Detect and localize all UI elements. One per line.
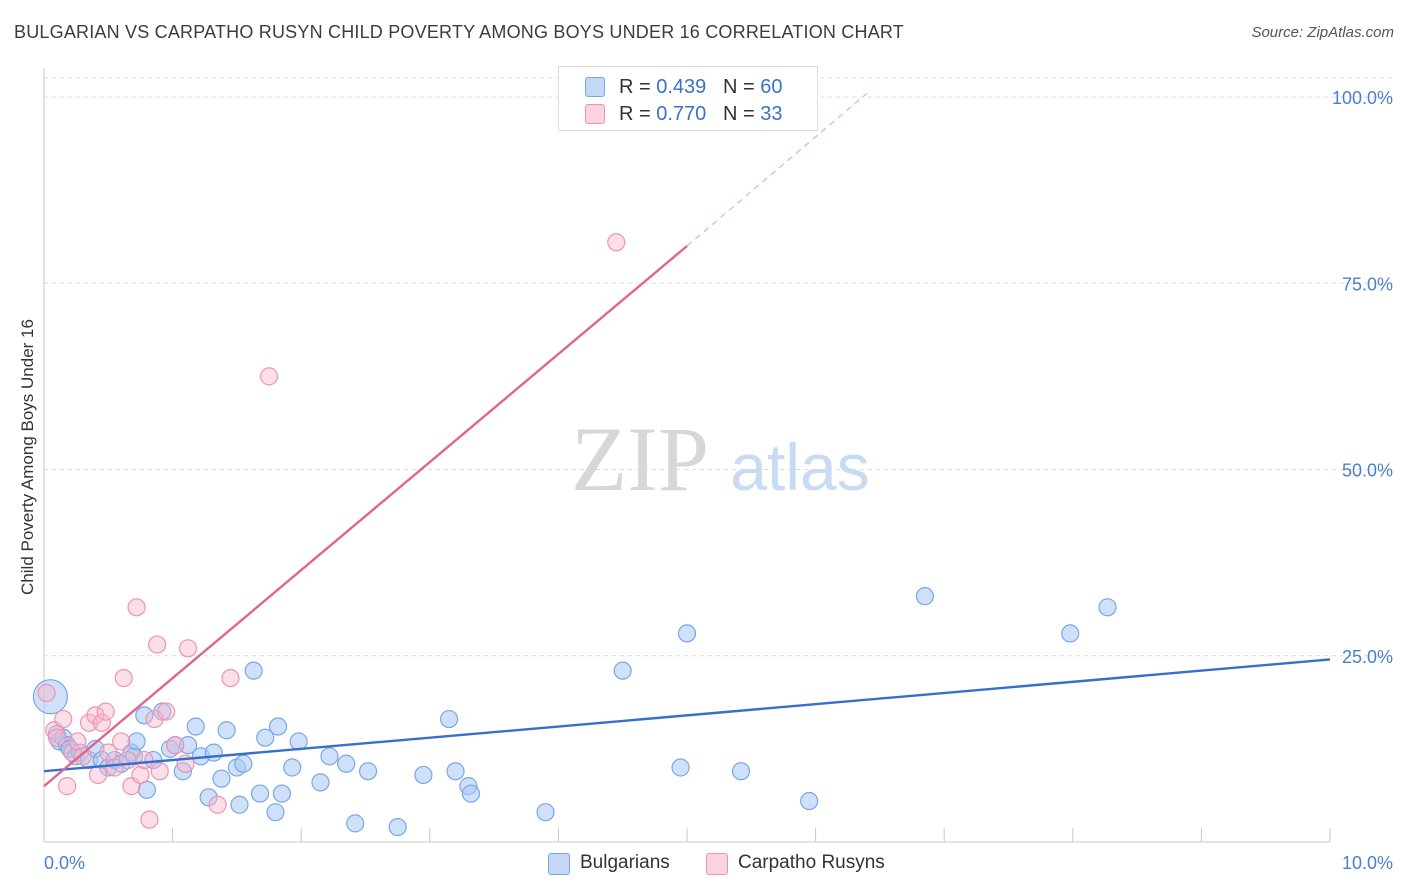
watermark: ZIP atlas <box>571 408 870 510</box>
legend-r-value: 0.770 <box>656 103 707 125</box>
point-bulgarians <box>217 721 236 740</box>
point-bulgarians <box>127 732 146 751</box>
point-bulgarians <box>1061 624 1080 643</box>
legend-n-label: N = <box>722 76 761 98</box>
legend-swatch-bulgarians <box>548 853 570 875</box>
point-carpatho-rusyns <box>140 810 159 829</box>
watermark-zip: ZIP <box>571 408 709 510</box>
point-bulgarians <box>388 817 407 837</box>
point-bulgarians <box>346 814 365 833</box>
legend-n-value: 60 <box>760 76 783 98</box>
legend-swatch-carpatho-rusyns <box>706 853 728 875</box>
point-bulgarians <box>536 803 555 822</box>
point-bulgarians <box>32 679 69 715</box>
point-carpatho-rusyns <box>112 732 131 751</box>
point-carpatho-rusyns <box>54 709 73 729</box>
point-carpatho-rusyns <box>114 668 133 688</box>
point-bulgarians <box>234 754 253 773</box>
point-bulgarians <box>613 661 632 680</box>
point-bulgarians <box>250 784 270 803</box>
x-tick-label: 0.0% <box>44 853 85 873</box>
point-carpatho-rusyns <box>150 762 169 781</box>
point-carpatho-rusyns <box>221 668 240 688</box>
data-points <box>32 233 1117 837</box>
point-bulgarians <box>677 624 697 643</box>
point-bulgarians <box>461 784 481 803</box>
point-carpatho-rusyns <box>208 795 227 814</box>
gridlines <box>44 77 1395 657</box>
point-carpatho-rusyns <box>131 765 150 785</box>
point-carpatho-rusyns <box>96 702 115 721</box>
point-bulgarians <box>1098 598 1117 617</box>
point-bulgarians <box>266 803 285 822</box>
point-carpatho-rusyns <box>607 233 626 252</box>
point-bulgarians <box>204 743 223 762</box>
trend-lines <box>43 92 1331 788</box>
point-carpatho-rusyns <box>259 367 279 386</box>
point-bulgarians <box>212 769 231 788</box>
x-tick-label: 10.0% <box>1342 853 1393 873</box>
point-carpatho-rusyns <box>86 706 105 725</box>
point-carpatho-rusyns <box>135 750 154 770</box>
point-bulgarians <box>173 762 192 781</box>
point-carpatho-rusyns <box>37 683 56 703</box>
point-bulgarians <box>915 587 935 606</box>
point-bulgarians <box>256 728 275 747</box>
point-bulgarians <box>178 736 198 755</box>
legend-label-carpatho-rusyns: Carpatho Rusyns <box>738 852 885 873</box>
legend-r-label: R = <box>619 103 657 125</box>
y-tick-label: 50.0% <box>1342 461 1393 481</box>
point-carpatho-rusyns <box>127 598 146 617</box>
legend-swatch-carpatho-rusyns <box>585 104 605 124</box>
point-bulgarians <box>289 732 308 751</box>
point-bulgarians <box>230 795 249 814</box>
stats-legend: R = 0.439 N = 60 R = 0.770 N = 33 <box>558 66 818 131</box>
point-bulgarians <box>414 765 433 785</box>
point-carpatho-rusyns <box>92 713 111 732</box>
trend-line-carpatho-rusyns <box>43 245 688 788</box>
point-bulgarians <box>186 717 205 736</box>
y-tick-label: 75.0% <box>1342 274 1393 294</box>
point-bulgarians <box>800 791 819 811</box>
point-carpatho-rusyns <box>148 635 167 654</box>
legend-n-value: 33 <box>760 103 783 125</box>
point-bulgarians <box>446 762 465 781</box>
legend-r-label: R = <box>619 76 657 98</box>
point-carpatho-rusyns <box>58 777 77 796</box>
chart-title: BULGARIAN VS CARPATHO RUSYN CHILD POVERT… <box>14 22 904 42</box>
trend-line-bulgarians <box>43 658 1331 773</box>
point-carpatho-rusyns <box>73 747 92 766</box>
point-bulgarians <box>671 758 690 777</box>
legend-label-bulgarians: Bulgarians <box>580 852 670 873</box>
point-carpatho-rusyns <box>118 750 137 770</box>
point-bulgarians <box>268 717 288 736</box>
watermark-atlas: atlas <box>730 430 869 504</box>
tick-labels: 25.0% 50.0% 75.0% 100.0% 0.0% 10.0% <box>44 88 1393 873</box>
point-carpatho-rusyns <box>47 728 66 747</box>
point-bulgarians <box>135 706 154 725</box>
point-bulgarians <box>272 784 292 803</box>
point-bulgarians <box>337 754 356 773</box>
point-bulgarians <box>311 773 330 792</box>
legend-r-value: 0.439 <box>656 76 707 98</box>
point-bulgarians <box>358 762 378 781</box>
legend-n-label: N = <box>722 103 761 125</box>
y-tick-label: 100.0% <box>1332 88 1393 108</box>
point-carpatho-rusyns <box>166 736 185 755</box>
point-bulgarians <box>283 758 302 777</box>
point-bulgarians <box>439 709 459 729</box>
point-carpatho-rusyns <box>79 713 99 732</box>
legend-swatch-bulgarians <box>585 77 605 97</box>
point-bulgarians <box>731 762 751 781</box>
point-carpatho-rusyns <box>157 702 176 721</box>
point-bulgarians <box>153 702 172 721</box>
point-carpatho-rusyns <box>88 765 108 785</box>
point-bulgarians <box>320 747 339 766</box>
axes <box>43 68 1331 843</box>
source-note: Source: ZipAtlas.com <box>1251 24 1394 41</box>
point-bulgarians <box>244 661 263 680</box>
y-tick-label: 25.0% <box>1342 647 1393 667</box>
point-carpatho-rusyns <box>178 639 198 658</box>
